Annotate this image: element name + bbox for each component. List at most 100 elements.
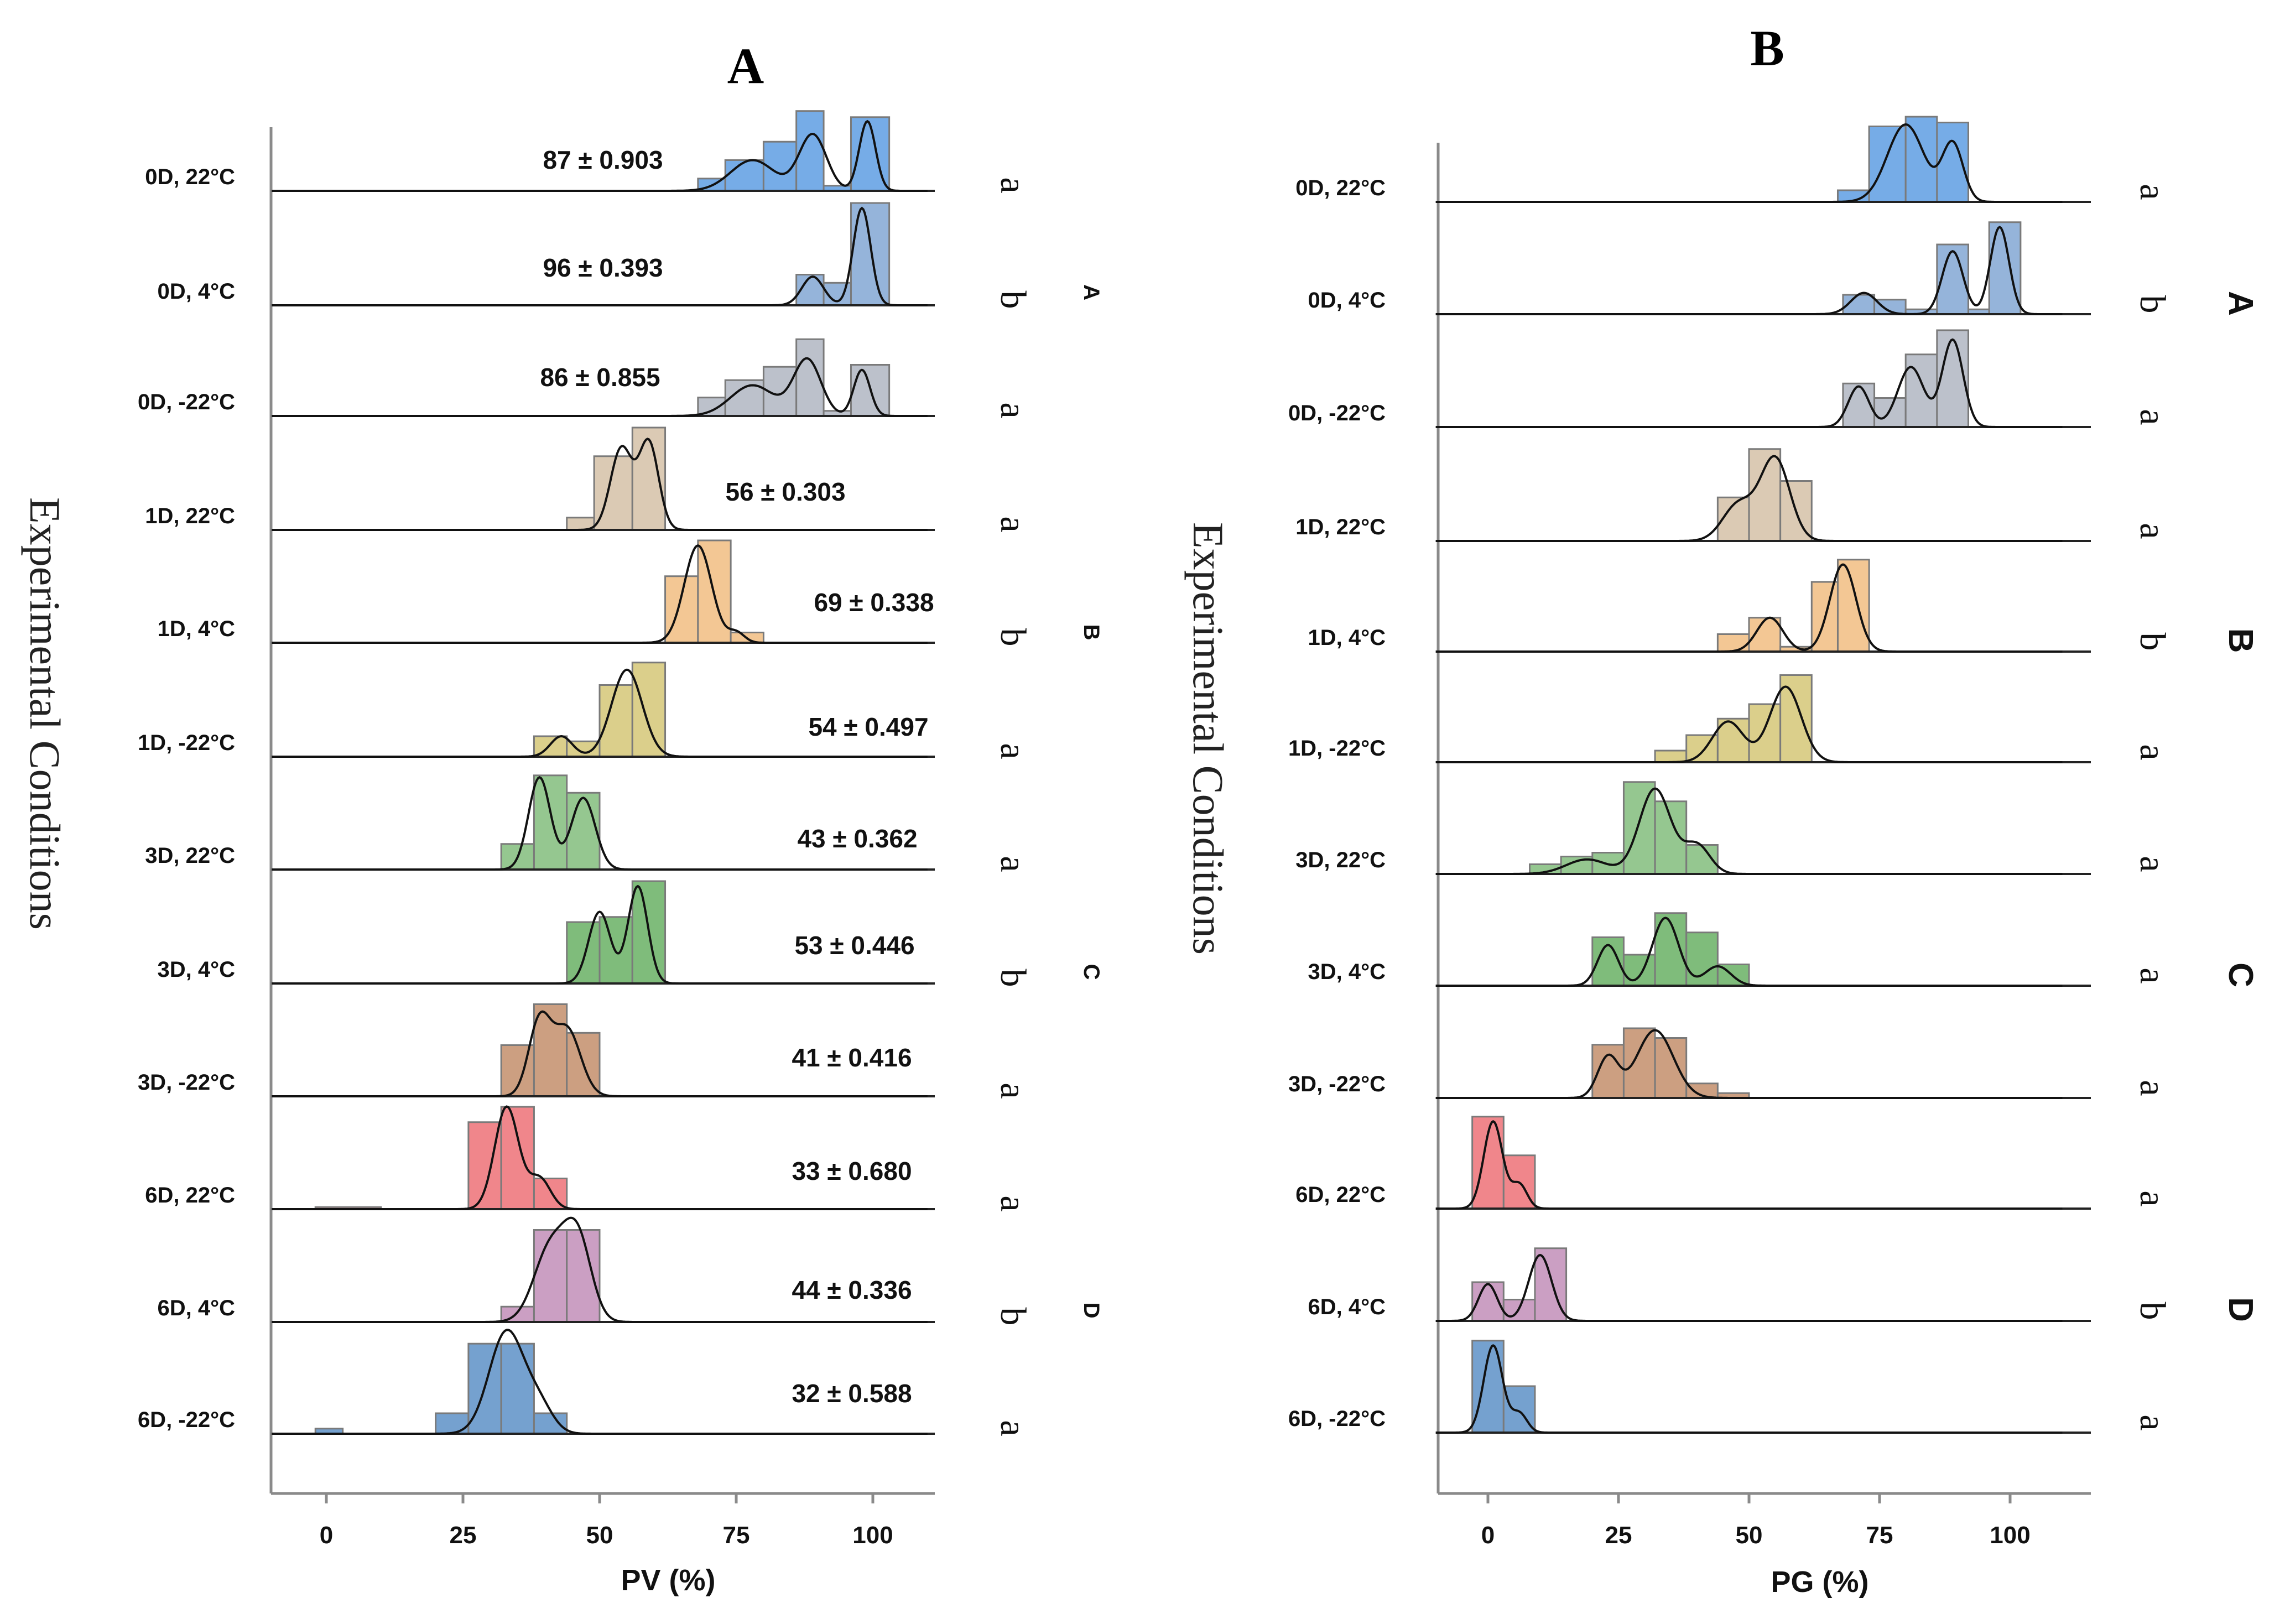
histogram-bar xyxy=(566,921,601,985)
significance-letter: b xyxy=(993,291,1033,309)
group-label: D xyxy=(1079,1303,1104,1319)
histogram-bar xyxy=(1836,559,1870,653)
histogram-bar xyxy=(566,1229,601,1323)
density-curve xyxy=(272,668,928,758)
density-curve xyxy=(1435,1120,2063,1210)
density-curve xyxy=(1435,226,2063,315)
ridge-row: 3D, -22°C 41 ± 0.416 a xyxy=(138,1003,1033,1099)
condition-label: 0D, -22°C xyxy=(1288,401,1386,425)
density-curve xyxy=(272,1329,928,1435)
density-curve xyxy=(1435,123,2063,203)
ridge-row: 1D, 4°C b xyxy=(1308,559,2173,653)
panel-b-xlabel: PG (%) xyxy=(1771,1565,1868,1599)
x-tick-label: 100 xyxy=(852,1522,893,1549)
ridge-row: 6D, 4°C b xyxy=(1308,1247,2173,1322)
significance-letter: b xyxy=(2132,1302,2173,1320)
ridge-row: 0D, 22°C a xyxy=(1295,116,2173,203)
significance-letter: a xyxy=(2132,523,2173,539)
ridge-row: 3D, -22°C a xyxy=(1288,1027,2173,1099)
histogram-bar xyxy=(435,1412,470,1435)
significance-letter: b xyxy=(2132,633,2173,651)
density-curve xyxy=(272,119,928,192)
histogram-bar xyxy=(1779,674,1813,763)
panel-a-title: A xyxy=(727,38,764,94)
ridge-row: 1D, 22°C a xyxy=(1295,448,2173,542)
x-tick-label: 75 xyxy=(723,1522,750,1549)
condition-label: 0D, 22°C xyxy=(145,165,235,189)
histogram-bar xyxy=(1748,448,1782,542)
ridge-row: 0D, 22°C 87 ± 0.903 a xyxy=(145,110,1033,194)
stat-label: 32 ± 0.588 xyxy=(792,1379,912,1408)
histogram-bar xyxy=(566,792,601,871)
panel-a-ylabel: Experimental Conditions xyxy=(21,497,69,930)
ridge-row: 3D, 4°C a xyxy=(1308,912,2173,987)
ridge-row: 3D, 22°C 43 ± 0.362 a xyxy=(145,774,1033,872)
histogram-bar xyxy=(1748,703,1782,763)
group-label: A xyxy=(1079,284,1104,300)
density-curve xyxy=(1435,338,2063,428)
condition-label: 0D, 4°C xyxy=(1308,288,1386,313)
ridge-row: 0D, -22°C a xyxy=(1288,329,2173,428)
condition-label: 3D, 22°C xyxy=(145,844,235,868)
density-curve xyxy=(272,1010,928,1097)
histogram-bar xyxy=(1868,126,1907,203)
group-label: C xyxy=(1079,964,1104,980)
stat-label: 86 ± 0.855 xyxy=(540,363,660,392)
density-curve xyxy=(1435,1029,2063,1099)
x-tick-label: 0 xyxy=(320,1522,333,1549)
histogram-bar xyxy=(1622,954,1656,987)
stat-label: 44 ± 0.336 xyxy=(792,1276,912,1304)
condition-label: 6D, 4°C xyxy=(158,1296,236,1320)
significance-letter: a xyxy=(993,1195,1033,1211)
density-curve xyxy=(1435,455,2063,542)
x-tick-label: 25 xyxy=(450,1522,477,1549)
condition-label: 6D, 22°C xyxy=(145,1183,235,1207)
histogram-bar xyxy=(500,1342,535,1435)
stat-label: 54 ± 0.497 xyxy=(808,712,928,741)
ridge-row: 1D, -22°C 54 ± 0.497 a xyxy=(138,662,1033,759)
ridge-row: 6D, -22°C 32 ± 0.588 a xyxy=(138,1329,1033,1436)
condition-label: 3D, 22°C xyxy=(1295,848,1386,872)
histogram-bar xyxy=(1654,1037,1688,1099)
histogram-bar xyxy=(1716,633,1750,653)
density-curve xyxy=(1435,1253,2063,1322)
significance-letter: b xyxy=(2132,295,2173,314)
histogram-bar xyxy=(1654,749,1688,763)
x-tick-label: 75 xyxy=(1866,1522,1893,1549)
density-curve xyxy=(272,776,928,871)
density-curve xyxy=(1435,1344,2063,1434)
histogram-bar xyxy=(1685,931,1719,987)
ridge-row: 3D, 4°C 53 ± 0.446 b xyxy=(158,880,1033,987)
histogram-bar xyxy=(1904,353,1938,428)
condition-label: 6D, 22°C xyxy=(1295,1183,1386,1207)
ridge-row: 6D, 4°C 44 ± 0.336 b xyxy=(158,1216,1033,1326)
density-curve xyxy=(272,884,928,985)
condition-label: 3D, -22°C xyxy=(138,1070,235,1095)
histogram-bar xyxy=(1904,116,1938,203)
condition-label: 1D, 4°C xyxy=(158,617,236,641)
histogram-bar xyxy=(533,774,568,871)
significance-letter: b xyxy=(993,1308,1033,1326)
condition-label: 1D, -22°C xyxy=(1288,736,1386,761)
significance-letter: a xyxy=(2132,856,2173,872)
significance-letter: b xyxy=(993,969,1033,987)
histogram-bar xyxy=(598,684,633,758)
significance-letter: a xyxy=(2132,1080,2173,1096)
histogram-bar xyxy=(1685,734,1719,763)
stat-label: 33 ± 0.680 xyxy=(792,1157,912,1185)
density-curve xyxy=(272,544,928,644)
condition-label: 1D, -22°C xyxy=(138,731,235,755)
condition-label: 0D, -22°C xyxy=(138,390,235,414)
density-curve xyxy=(272,1216,928,1323)
ridge-row: 6D, 22°C a xyxy=(1295,1116,2173,1210)
significance-letter: a xyxy=(993,516,1033,532)
condition-label: 1D, 4°C xyxy=(1308,626,1386,650)
histogram-bar xyxy=(1936,122,1969,203)
condition-label: 3D, 4°C xyxy=(158,957,236,982)
significance-letter: a xyxy=(2132,184,2173,200)
density-curve xyxy=(272,206,928,306)
histogram-bar xyxy=(500,1106,535,1210)
